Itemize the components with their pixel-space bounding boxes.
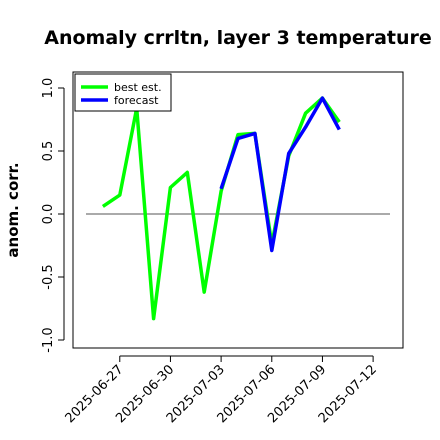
series-line-forecast xyxy=(219,96,341,253)
plot-area xyxy=(72,71,404,349)
chart-title: Anomaly crrltn, layer 3 temperature xyxy=(44,27,432,49)
legend-label: best est. xyxy=(114,81,162,94)
legend-box xyxy=(74,73,172,112)
series-line-best-est xyxy=(101,96,341,321)
x-axis: 2025-06-272025-06-302025-07-032025-07-06… xyxy=(63,355,380,426)
series-group xyxy=(101,96,341,321)
y-tick-label: -0.5 xyxy=(41,264,56,289)
y-axis: -1.0 -0.5 0.0 0.5 1.0 xyxy=(41,78,65,353)
legend-label: forecast xyxy=(114,94,159,107)
legend: best est.forecast xyxy=(74,73,172,112)
y-tick-label: 1.0 xyxy=(41,78,56,99)
y-tick-label: 0.5 xyxy=(41,141,56,162)
y-tick-label: -1.0 xyxy=(41,327,56,352)
y-axis-label: anom. corr. xyxy=(4,162,22,257)
y-tick-label: 0.0 xyxy=(41,204,56,225)
